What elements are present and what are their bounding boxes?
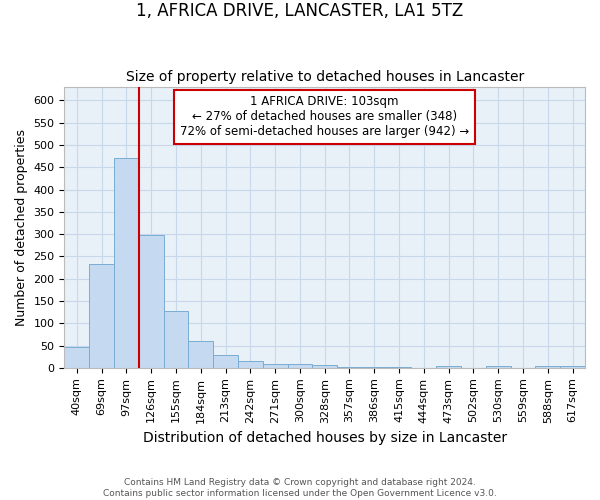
Bar — [188, 340, 213, 368]
Text: 1, AFRICA DRIVE, LANCASTER, LA1 5TZ: 1, AFRICA DRIVE, LANCASTER, LA1 5TZ — [136, 2, 464, 21]
Bar — [164, 311, 188, 368]
Bar — [213, 355, 238, 368]
X-axis label: Distribution of detached houses by size in Lancaster: Distribution of detached houses by size … — [143, 431, 507, 445]
Bar — [89, 264, 114, 368]
Bar — [114, 158, 139, 368]
Bar — [263, 364, 287, 368]
Y-axis label: Number of detached properties: Number of detached properties — [15, 129, 28, 326]
Bar — [560, 366, 585, 368]
Bar — [535, 366, 560, 368]
Title: Size of property relative to detached houses in Lancaster: Size of property relative to detached ho… — [125, 70, 524, 85]
Text: 1 AFRICA DRIVE: 103sqm
← 27% of detached houses are smaller (348)
72% of semi-de: 1 AFRICA DRIVE: 103sqm ← 27% of detached… — [180, 96, 469, 138]
Bar — [64, 347, 89, 368]
Bar — [486, 366, 511, 368]
Bar — [139, 235, 164, 368]
Text: Contains HM Land Registry data © Crown copyright and database right 2024.
Contai: Contains HM Land Registry data © Crown c… — [103, 478, 497, 498]
Bar — [238, 361, 263, 368]
Bar — [436, 366, 461, 368]
Bar — [287, 364, 313, 368]
Bar — [313, 364, 337, 368]
